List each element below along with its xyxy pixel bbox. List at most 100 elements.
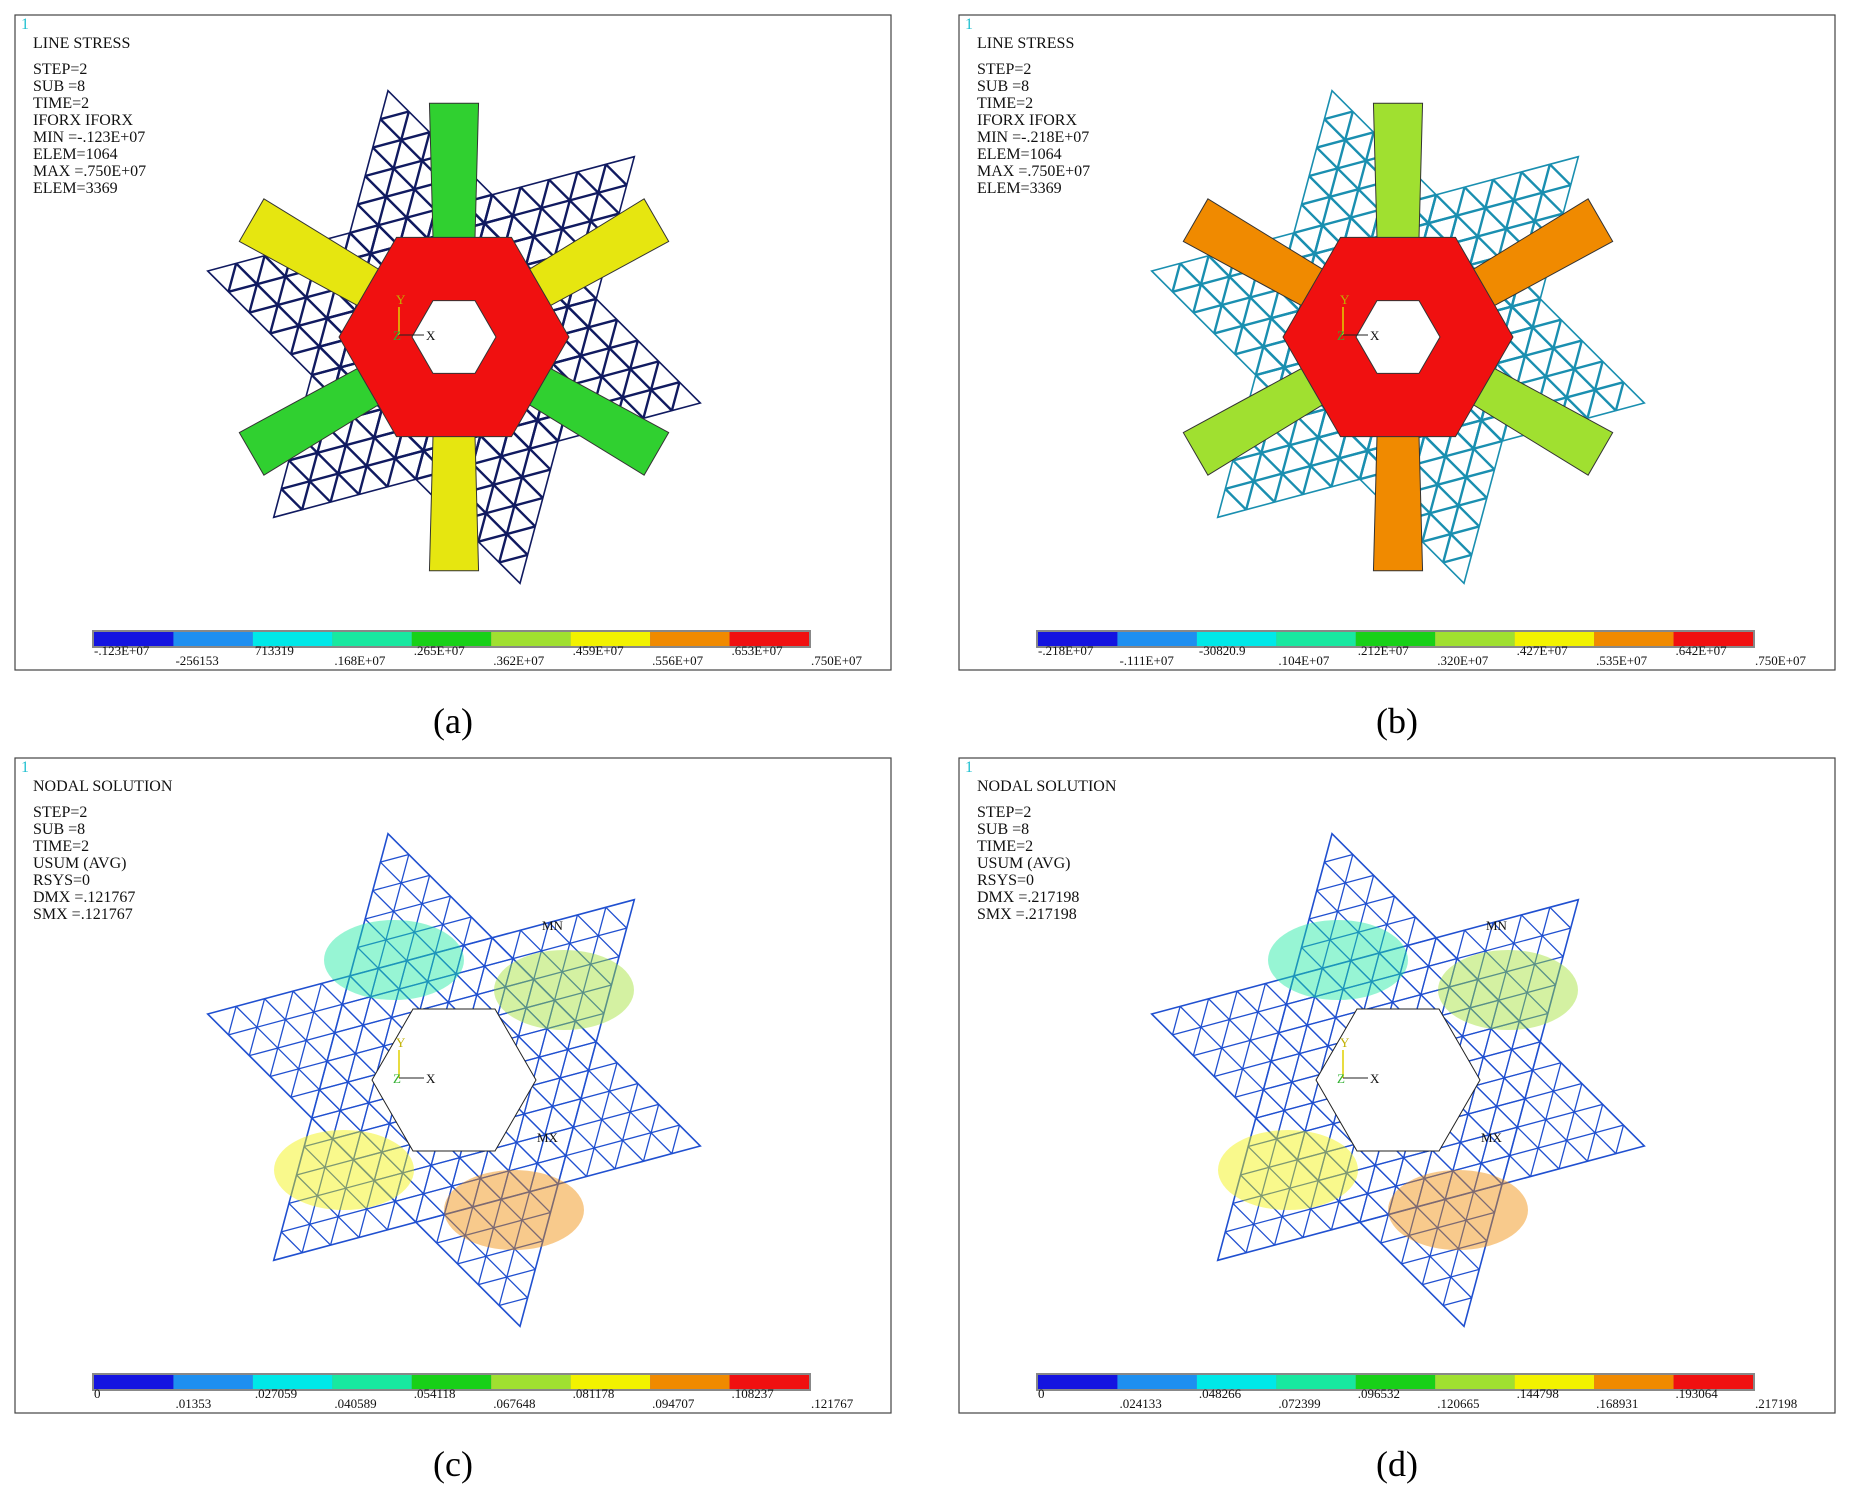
header-line: ELEM=1064 [33, 146, 118, 163]
triad-label: Y [396, 1035, 406, 1050]
header-line: SUB =8 [33, 78, 85, 95]
colorbar-segment [411, 632, 492, 646]
header-line: TIME=2 [33, 838, 89, 855]
header-line: SMX =.121767 [33, 906, 133, 923]
colorbar-segment [1117, 1375, 1197, 1389]
colorbar-segment [1594, 1375, 1674, 1389]
mesh-line [434, 952, 582, 1100]
displacement-zone [324, 920, 464, 1000]
mesh-line [1520, 914, 1564, 958]
mesh-line [280, 1231, 303, 1254]
colorbar-segment [1355, 632, 1436, 646]
mesh-line [605, 906, 628, 929]
caption: (b) [1376, 701, 1418, 741]
colorbar-label: .072399 [1278, 1396, 1320, 1411]
colorbar-segment [1038, 1375, 1118, 1389]
header-line: NODAL SOLUTION [33, 778, 173, 795]
hole [411, 300, 497, 374]
plate [1372, 102, 1424, 256]
mesh-line [548, 922, 612, 986]
header-line: LINE STRESS [977, 35, 1074, 52]
colorbar-label: .212E+07 [1358, 643, 1410, 658]
mesh-line [296, 1174, 360, 1238]
header-line: SMX =.217198 [977, 906, 1077, 923]
displacement-zone [1438, 950, 1578, 1030]
colorbar-segment [94, 1375, 174, 1389]
mesh-line [1193, 955, 1564, 1057]
extreme-marker: MX [1481, 1130, 1503, 1145]
mesh-line [415, 1183, 559, 1223]
colorbar-label: .168931 [1596, 1396, 1638, 1411]
header-line: MIN =-.123E+07 [33, 129, 145, 146]
mesh-line [227, 1006, 237, 1035]
colorbar-segment [411, 1375, 492, 1389]
mesh-line [1435, 937, 1541, 1043]
colorbar-segment [570, 1375, 651, 1389]
colorbar-label: 0 [1038, 1386, 1045, 1401]
mesh-line [380, 110, 410, 121]
header-line: ELEM=3369 [977, 180, 1062, 197]
mesh-line [1255, 975, 1295, 1119]
header-line: IFORX IFORX [977, 112, 1077, 129]
mesh [206, 89, 702, 585]
header-line: STEP=2 [977, 804, 1031, 821]
plate [428, 102, 480, 256]
colorbar-label: .120665 [1437, 1396, 1479, 1411]
colorbar-label: .01353 [175, 1396, 211, 1411]
colorbar-label: .168E+07 [334, 653, 386, 668]
triad-label: Z [1337, 328, 1345, 343]
header-line: RSYS=0 [33, 872, 90, 889]
mesh-line [1615, 1125, 1625, 1154]
colorbar-label: .556E+07 [652, 653, 704, 668]
mesh-line [235, 1005, 529, 1299]
header-line: NODAL SOLUTION [977, 778, 1117, 795]
colorbar-label: .067648 [493, 1396, 535, 1411]
header-line: USUM (AVG) [33, 855, 127, 872]
mesh-line [311, 975, 351, 1119]
colorbar-segment [1196, 632, 1277, 646]
mesh-line [1464, 929, 1549, 1014]
mesh-line [1318, 1126, 1518, 1182]
colorbar-label: .362E+07 [493, 653, 545, 668]
colorbar-label: .094707 [652, 1396, 695, 1411]
colorbar-segment [1276, 632, 1356, 646]
mesh-line [605, 163, 628, 186]
colorbar-segment [173, 632, 253, 646]
triad-label: Y [1340, 292, 1350, 307]
mesh-line [1614, 381, 1625, 411]
mesh-line [1443, 1297, 1472, 1307]
colorbar-label: -256153 [175, 653, 218, 668]
displacement-zone [1388, 1170, 1528, 1250]
hole [1355, 300, 1441, 374]
mesh-line [1442, 553, 1472, 564]
colorbar-label: 713319 [255, 643, 294, 658]
colorbar-label: .217198 [1755, 1396, 1797, 1411]
colorbar-segment [1594, 632, 1674, 646]
mesh [206, 832, 702, 1328]
triad-label: X [1370, 1071, 1380, 1086]
displacement-zone [274, 1130, 414, 1210]
header-line: MAX =.750E+07 [977, 163, 1090, 180]
caption: (d) [1376, 1444, 1418, 1484]
colorbar-label: .642E+07 [1676, 643, 1728, 658]
header-line: TIME=2 [977, 838, 1033, 855]
window-number: 1 [965, 759, 973, 776]
colorbar-label: .193064 [1676, 1386, 1719, 1401]
header-line: STEP=2 [33, 61, 87, 78]
colorbar-label: .054118 [414, 1386, 456, 1401]
mesh-line [374, 1126, 574, 1182]
mesh-line [1558, 1083, 1583, 1170]
mesh-line [1401, 1240, 1488, 1265]
colorbar-segment [332, 1375, 412, 1389]
colorbar-segment [1673, 1375, 1753, 1389]
window-number: 1 [21, 16, 29, 33]
header-line: SUB =8 [977, 821, 1029, 838]
mesh-line [1247, 1146, 1332, 1231]
triad-label: Z [393, 1071, 401, 1086]
colorbar-segment [650, 632, 730, 646]
